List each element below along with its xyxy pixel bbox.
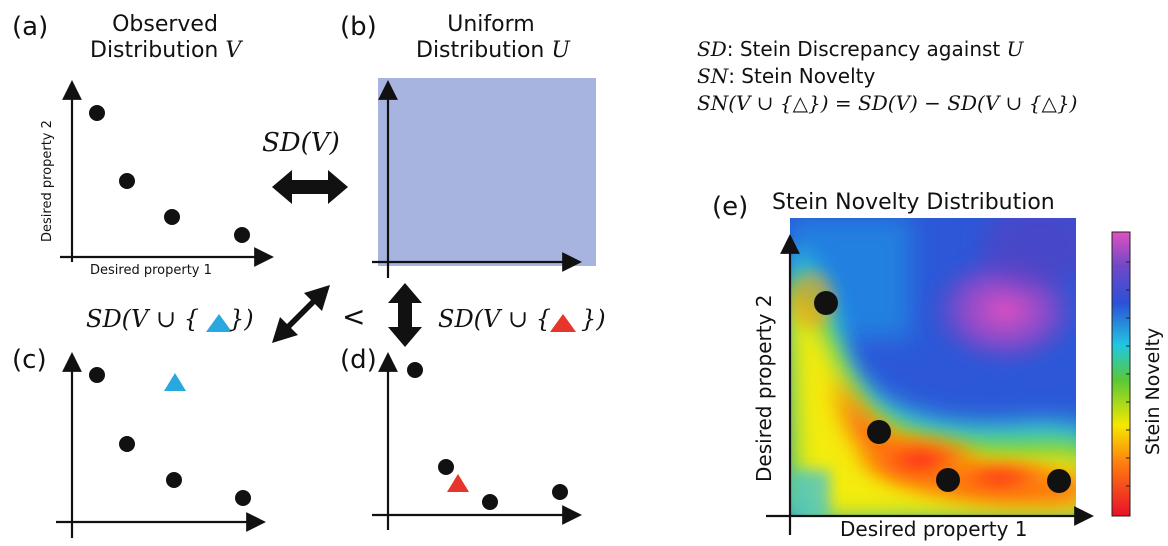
colorbar <box>1111 231 1131 517</box>
panel-a-label: (a) <box>12 12 49 42</box>
panel-b-title-line2: Distribution U <box>416 38 570 63</box>
uniform-region <box>378 78 596 266</box>
data-point <box>234 227 250 243</box>
data-point <box>438 459 454 475</box>
panel-b-plot <box>372 78 596 278</box>
panel-e-title: Stein Novelty Distribution <box>772 190 1055 215</box>
data-point <box>164 209 180 225</box>
less-than-sign: < <box>342 300 366 333</box>
sd-v-label: SD(V) <box>262 128 340 158</box>
data-point <box>235 490 251 506</box>
data-point <box>552 484 568 500</box>
data-point <box>119 173 135 189</box>
panel-c-plot <box>56 352 266 538</box>
panel-e-label: (e) <box>712 192 749 222</box>
panel-a-title-line2: Distribution V <box>90 38 242 63</box>
double-arrow-vertical <box>388 283 422 347</box>
panel-e-axes <box>766 234 1094 535</box>
data-point <box>89 105 105 121</box>
panel-a-xlabel: Desired property 1 <box>90 263 212 278</box>
panel-a-plot <box>60 80 274 267</box>
panel-a-title-var: V <box>225 38 242 63</box>
double-arrow-diagonal <box>272 285 330 343</box>
data-point <box>166 472 182 488</box>
sn-definition: SN: Stein Novelty <box>697 64 876 88</box>
sd-blue-label: SD(V ∪ {}) <box>86 305 254 333</box>
data-point <box>936 468 960 492</box>
panel-a-title: Observed Distribution V <box>90 12 242 64</box>
panel-b-title-var: U <box>551 38 570 63</box>
panel-b-title-line1: Uniform <box>447 12 535 37</box>
panel-c-label: (c) <box>12 345 47 375</box>
panel-d-plot <box>372 352 582 530</box>
panel-e-ylabel: Desired property 2 <box>752 294 776 482</box>
data-point <box>814 291 838 315</box>
data-point <box>1047 469 1071 493</box>
data-point <box>482 494 498 510</box>
panel-d-label: (d) <box>340 345 377 375</box>
panel-e-points <box>814 291 1071 493</box>
panel-a-ylabel: Desired property 2 <box>40 120 55 242</box>
red-triangle-icon <box>550 314 576 332</box>
data-point <box>89 367 105 383</box>
definitions-legend: SD: Stein Discrepancy against U SN: Stei… <box>697 36 1077 117</box>
panel-a-title-line1: Observed <box>112 12 218 37</box>
data-point <box>119 436 135 452</box>
panel-b-title: Uniform Distribution U <box>416 12 570 64</box>
panel-b-label: (b) <box>340 12 377 42</box>
panel-e-heatmap <box>790 218 1076 516</box>
red-candidate-triangle <box>447 474 469 492</box>
panel-e-xlabel: Desired property 1 <box>840 517 1028 541</box>
double-arrow-horizontal <box>272 170 348 204</box>
sn-formula: SN(V ∪ {△}) = SD(V) − SD(V ∪ {△}) <box>697 91 1078 115</box>
sd-definition: SD: Stein Discrepancy against U <box>697 37 1024 61</box>
data-point <box>867 420 891 444</box>
blue-candidate-triangle <box>164 373 186 391</box>
colorbar-label: Stein Novelty <box>1142 327 1164 455</box>
sd-red-label: SD(V ∪ {}) <box>438 305 606 333</box>
blue-triangle-icon <box>206 314 232 332</box>
data-point <box>407 362 423 378</box>
